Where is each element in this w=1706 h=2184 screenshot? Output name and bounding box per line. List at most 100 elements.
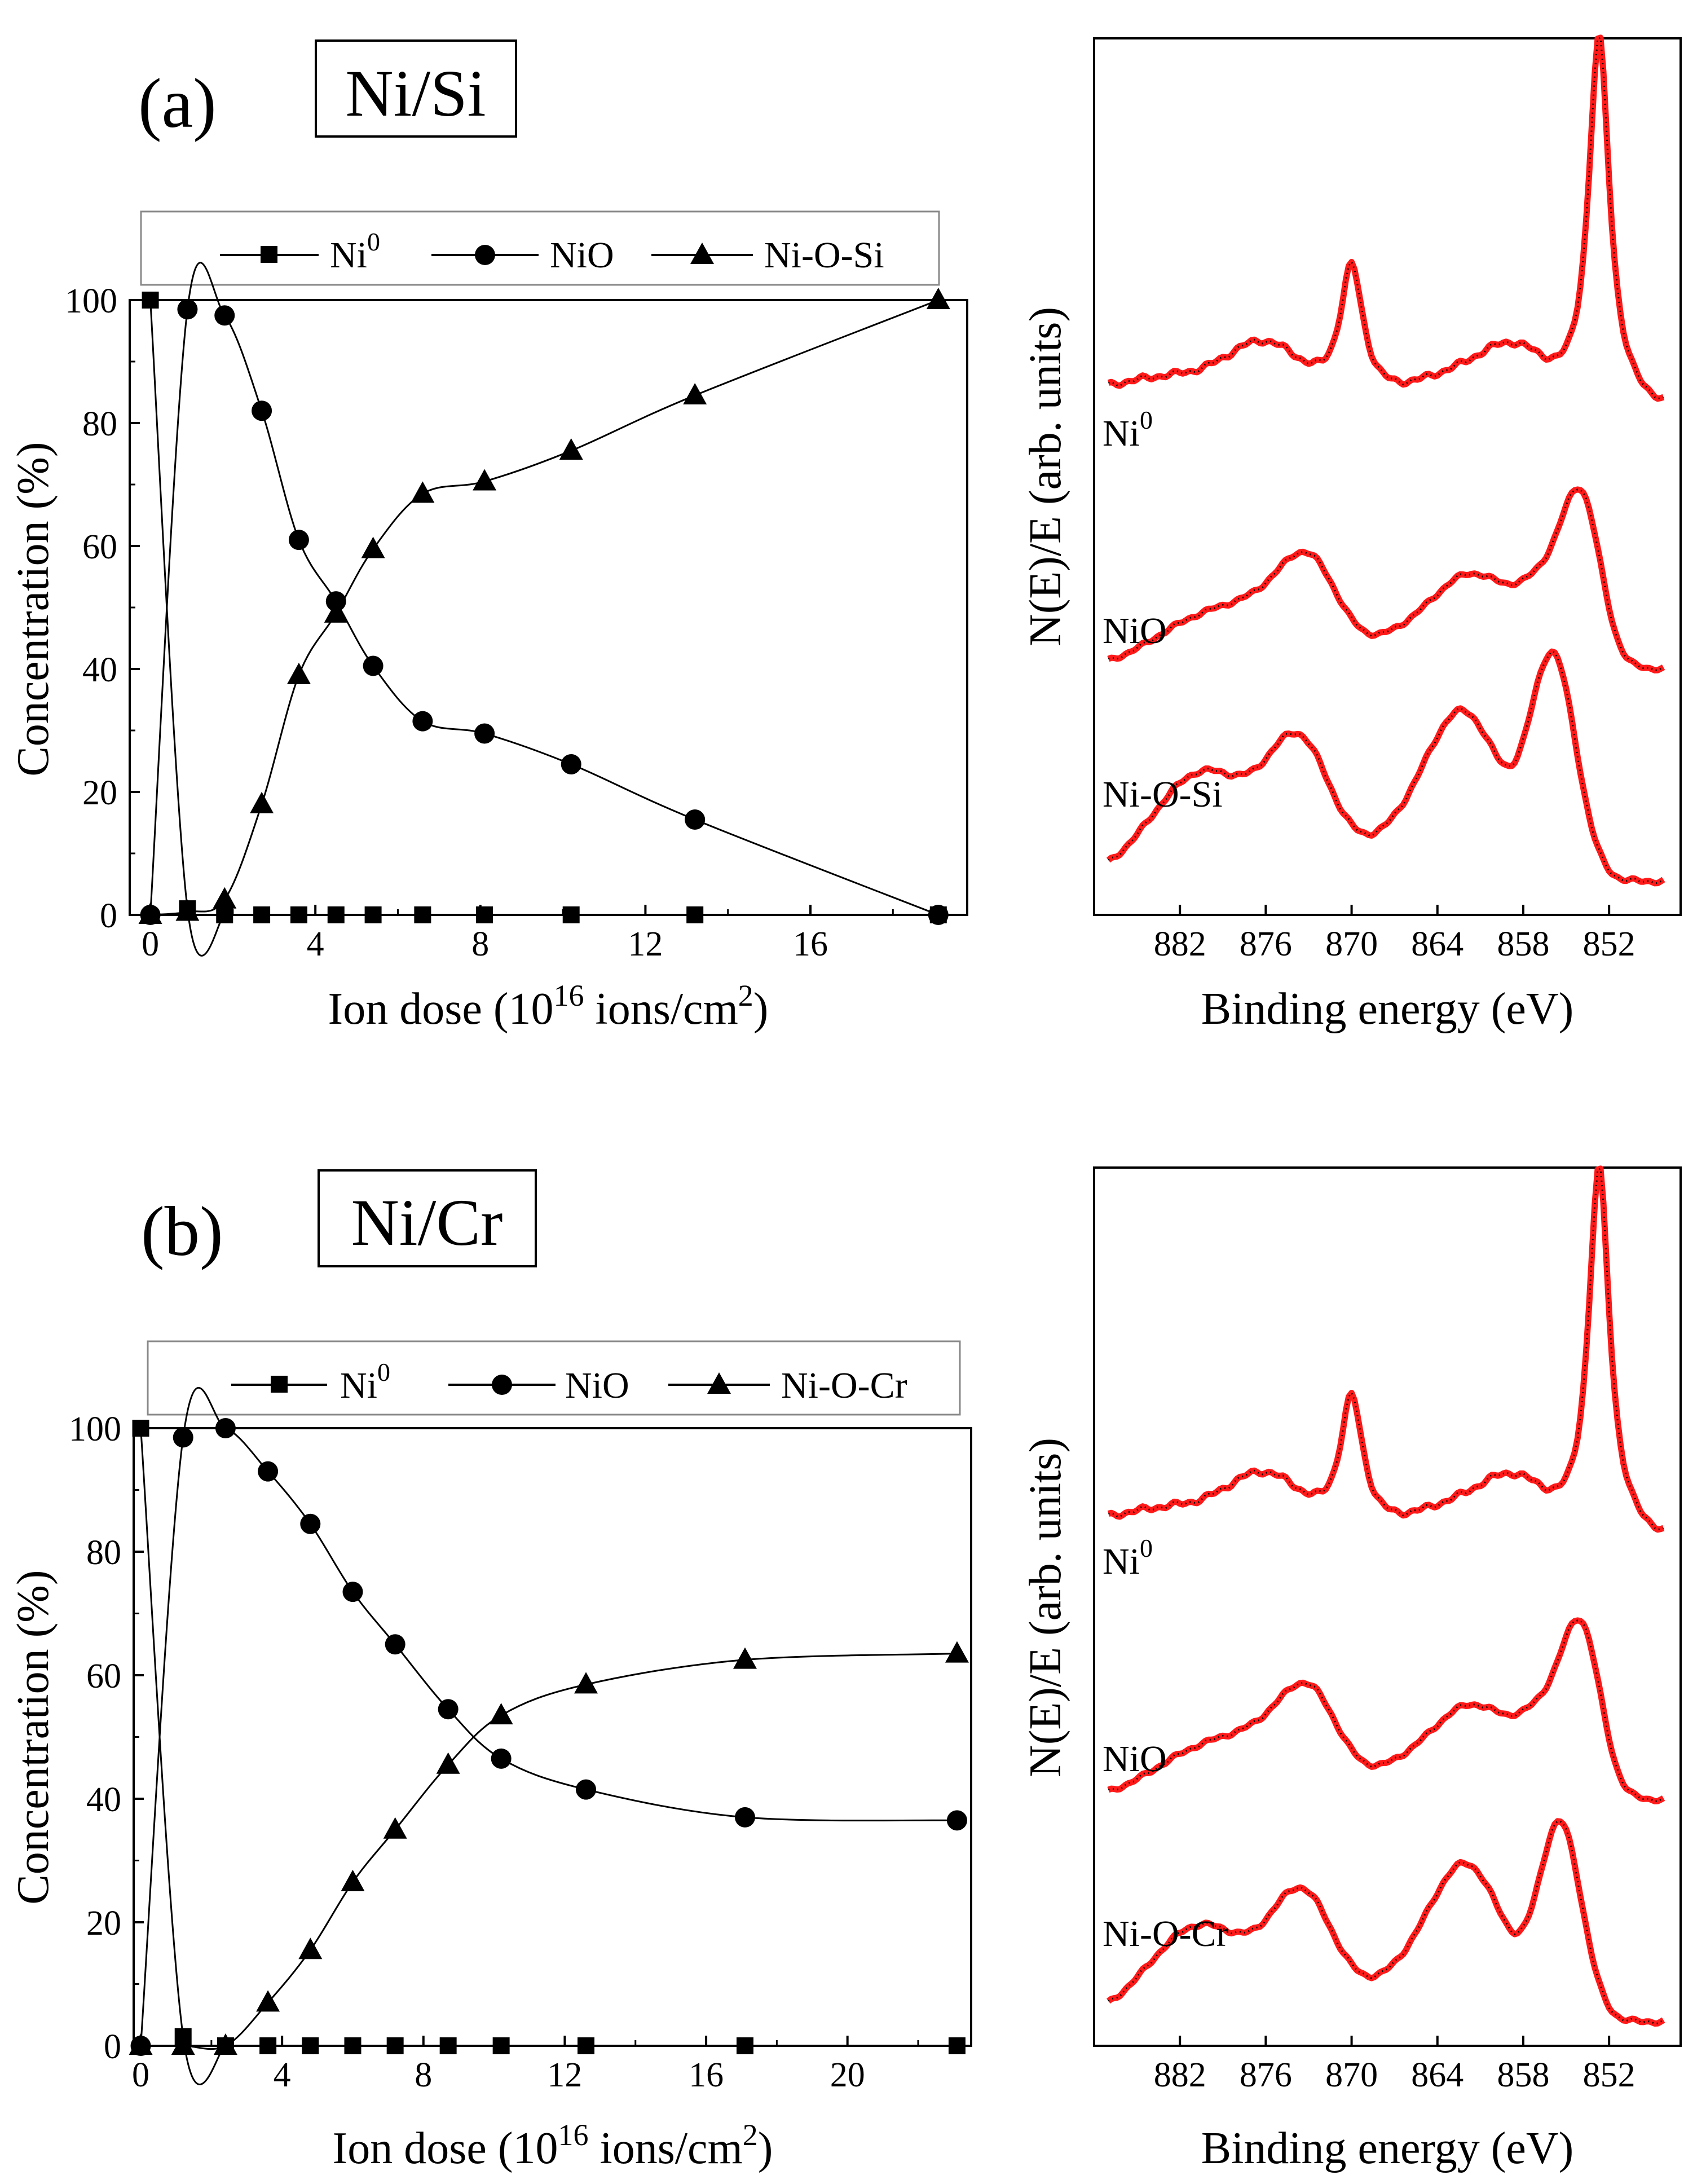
data-point-Ni-O-Si: [324, 601, 348, 623]
plot-frame-b: [133, 1427, 972, 2047]
data-point-Ni0: [216, 906, 233, 923]
fit-curve-NiO: [140, 1386, 957, 2046]
spectrum-label-nio-b: NiO: [1103, 1738, 1167, 1780]
data-point-Ni-O-Si: [411, 481, 435, 503]
system-label-a: Ni/Si: [345, 56, 486, 130]
y-tick-label: 0: [104, 2028, 121, 2066]
x-tick-label: 16: [793, 925, 828, 963]
x-tick-label: 8: [415, 2056, 432, 2094]
xps-frame-b: [1093, 1166, 1682, 2047]
xps-x-tick-label: 882: [1154, 925, 1206, 963]
system-label-box-b: [318, 1169, 537, 1267]
data-point-Ni0: [414, 906, 431, 923]
data-point-Ni0: [302, 2037, 319, 2054]
data-point-NiO: [576, 1779, 597, 1800]
x-tick-label: 12: [547, 2056, 582, 2094]
data-point-NiO: [438, 1699, 459, 1720]
spectrum-data-NiO: [1107, 486, 1665, 673]
panel-label-a: (a): [138, 65, 217, 143]
y-tick-label: 20: [86, 1904, 121, 1943]
x-tick-label: 4: [307, 925, 324, 963]
xps-x-tick-label: 876: [1240, 925, 1292, 963]
spectrum-label-niocr-b: Ni-O-Cr: [1103, 1913, 1229, 1954]
y-axis-title-a: Concentration (%): [8, 442, 58, 776]
data-point-Ni0: [253, 906, 271, 923]
fit-curve-Ni0: [149, 300, 938, 957]
x-tick-label: 0: [132, 2056, 149, 2094]
y-tick-label: 40: [82, 651, 117, 689]
axis-ticks-a: 0 4 8 12 16 0 20 40 60 80 100: [65, 282, 894, 963]
xps-x-tick-label: 870: [1325, 2056, 1378, 2094]
legend-label-nio-b: NiO: [565, 1365, 629, 1406]
xps-ticks-a: 882 876 870 864 858 852: [1154, 905, 1636, 963]
data-point-Ni-O-Si: [213, 887, 237, 909]
legend-marker-square-a: [261, 246, 277, 263]
y-tick-label: 80: [86, 1534, 121, 1572]
x-axis-title-b: Ion dose (1016 ions/cm2): [333, 2118, 773, 2173]
xps-spectra-b: [1107, 1165, 1665, 2027]
legend-label-nio-a: NiO: [550, 235, 614, 276]
data-point-Ni-O-Si: [473, 469, 497, 491]
system-label-box-a: [315, 39, 517, 138]
legend-box-a: [140, 210, 940, 286]
data-point-Ni-O-Si: [250, 791, 274, 813]
data-point-NiO: [412, 711, 433, 732]
xps-spectra-a: [1106, 34, 1665, 887]
spectrum-fit-Ni0: [1108, 1167, 1664, 1531]
data-point-Ni-O-Cr: [733, 1647, 757, 1669]
data-point-Ni0: [736, 2037, 753, 2054]
data-point-Ni-O-Cr: [383, 1817, 407, 1839]
data-point-Ni0: [364, 906, 382, 923]
fit-curve-Ni0: [140, 1428, 957, 2085]
spectrum-label-nio-a: NiO: [1103, 610, 1167, 651]
y-tick-label: 100: [69, 1410, 121, 1448]
data-point-NiO: [214, 305, 235, 326]
spectrum-fit-Ni0: [1108, 36, 1664, 400]
y-tick-label: 80: [82, 405, 117, 443]
xps-ticks-b: 882 876 870 864 858 852: [1154, 2036, 1636, 2094]
spectrum-data-NiO: [1107, 1617, 1665, 1804]
xps-x-tick-label: 858: [1497, 2056, 1549, 2094]
data-point-NiO: [491, 1748, 512, 1769]
legend-label-niocr-b: Ni-O-Cr: [781, 1365, 907, 1406]
plot-area-a: [138, 262, 950, 957]
data-point-Ni-O-Cr: [574, 1672, 598, 1694]
data-point-NiO: [258, 1461, 279, 1482]
y-tick-label: 0: [100, 897, 117, 935]
xps-x-axis-title-a: Binding energy (eV): [1201, 984, 1574, 1034]
xps-x-tick-label: 864: [1411, 925, 1463, 963]
xps-x-tick-label: 852: [1583, 2056, 1636, 2094]
y-tick-label: 20: [82, 774, 117, 812]
data-point-Ni-O-Cr: [341, 1869, 365, 1891]
xps-frame-a: [1093, 37, 1682, 916]
data-point-Ni-O-Si: [683, 382, 707, 404]
fit-curve-Ni-O-Cr: [140, 1653, 957, 2050]
data-point-Ni-O-Si: [175, 899, 200, 921]
data-point-NiO: [385, 1634, 405, 1655]
x-tick-label: 4: [274, 2056, 291, 2094]
data-point-NiO: [928, 905, 949, 925]
data-point-NiO: [342, 1582, 363, 1602]
x-tick-label: 0: [142, 925, 159, 963]
spectrum-data-Ni0: [1107, 34, 1665, 402]
data-point-Ni-O-Si: [559, 438, 583, 460]
legend-marker-triangle-a: [690, 243, 714, 264]
legend-box-b: [147, 1340, 961, 1416]
data-point-Ni0: [492, 2037, 510, 2054]
xps-x-tick-label: 870: [1325, 925, 1378, 963]
y-axis-title-b: Concentration (%): [8, 1570, 58, 1904]
fit-curve-Ni-O-Si: [150, 299, 939, 916]
spectrum-label-niosi-a: Ni-O-Si: [1103, 774, 1223, 815]
panel-label-b: (b): [141, 1193, 223, 1271]
xps-x-tick-label: 852: [1583, 925, 1636, 963]
spectrum-fit-NiO: [1108, 1619, 1664, 1802]
data-point-Ni0: [439, 2037, 457, 2054]
data-point-Ni-O-Cr: [436, 1752, 460, 1774]
data-point-Ni0: [562, 906, 580, 923]
data-point-Ni0: [686, 906, 704, 923]
legend-label-niosi-a: Ni-O-Si: [764, 235, 884, 276]
data-point-Ni-O-Si: [926, 288, 950, 309]
data-point-Ni0: [386, 2037, 404, 2054]
spectrum-label-ni0-b: Ni0: [1103, 1534, 1153, 1582]
